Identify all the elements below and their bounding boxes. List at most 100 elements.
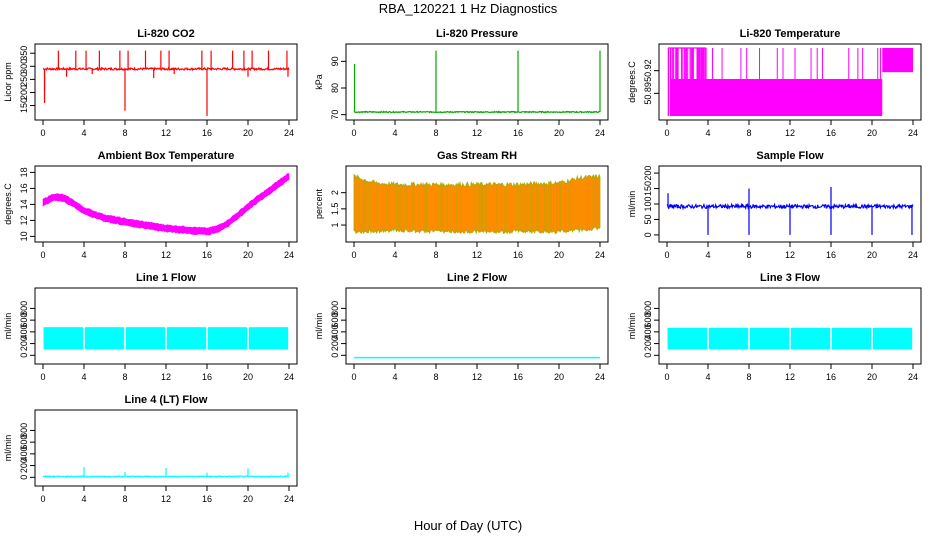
x-tick-label: 12 — [161, 128, 171, 138]
y-axis-label: percent — [314, 188, 324, 219]
x-tick-label: 8 — [433, 128, 438, 138]
y-tick-label: 150 — [19, 98, 29, 113]
x-tick-label: 8 — [746, 372, 751, 382]
series-licor_temp — [667, 47, 913, 116]
x-tick-label: 4 — [81, 128, 86, 138]
x-tick-label: 0 — [40, 372, 45, 382]
plot-frame — [34, 43, 298, 121]
panel-pressure: Li-820 Pressure kPa 0 4 8 12 16 20 24 70 80 90 — [314, 28, 609, 138]
series-band — [43, 327, 84, 350]
y-tick-label: 1.5 — [330, 203, 340, 216]
x-tick-label: 0 — [351, 128, 356, 138]
panel-title: Line 1 Flow — [136, 272, 196, 284]
panel-title: Sample Flow — [756, 150, 824, 162]
x-tick-label: 4 — [392, 128, 397, 138]
y-tick-label: 0 — [643, 232, 653, 237]
y-tick-label: 0 — [643, 353, 653, 358]
y-tick-label: 300 — [19, 59, 29, 74]
y-tick-label: 50.89 — [643, 82, 653, 105]
y-tick-label: 400 — [19, 446, 29, 461]
y-axis-label: degrees.C — [627, 61, 637, 103]
x-tick-label: 4 — [705, 372, 710, 382]
x-tick-label: 8 — [433, 372, 438, 382]
y-tick-label: 600 — [19, 313, 29, 328]
x-tick-label: 24 — [284, 250, 294, 260]
panel-title: Li-820 CO2 — [137, 28, 194, 40]
panel-title: Line 2 Flow — [447, 272, 507, 284]
series-band — [790, 327, 831, 350]
x-tick-label: 4 — [81, 372, 86, 382]
y-tick-label: 800 — [643, 301, 653, 316]
x-tick-label: 0 — [351, 250, 356, 260]
page-title: RBA_120221 1 Hz Diagnostics — [378, 1, 558, 16]
x-tick-label: 16 — [513, 128, 523, 138]
y-tick-label: 0 — [330, 353, 340, 358]
y-tick-label: 2 — [330, 190, 340, 195]
plot-frame — [345, 43, 609, 121]
x-tick-label: 24 — [908, 372, 918, 382]
x-tick-label: 0 — [664, 250, 669, 260]
y-tick-label: 90 — [330, 56, 340, 66]
x-tick-label: 12 — [785, 250, 795, 260]
plot-frame — [34, 287, 298, 365]
x-tick-label: 20 — [243, 494, 253, 504]
x-tick-label: 20 — [867, 128, 877, 138]
y-tick-label: 800 — [330, 301, 340, 316]
x-tick-label: 0 — [40, 128, 45, 138]
series-band — [42, 173, 290, 236]
series-band — [708, 327, 749, 350]
y-tick-label: 800 — [19, 301, 29, 316]
x-tick-label: 8 — [746, 250, 751, 260]
series-band — [353, 173, 601, 235]
plot-frame — [658, 287, 922, 365]
series-band — [872, 327, 913, 350]
y-tick-label: 200 — [19, 85, 29, 100]
y-tick-label: 10 — [19, 231, 29, 241]
y-tick-label: 400 — [330, 324, 340, 339]
series-band — [125, 327, 166, 350]
series-line3 — [667, 327, 913, 350]
x-tick-label: 12 — [161, 494, 171, 504]
series-line — [42, 66, 290, 72]
panel-title: Gas Stream RH — [437, 150, 517, 162]
series-line4 — [42, 467, 290, 478]
x-tick-label: 20 — [243, 250, 253, 260]
series-band — [166, 327, 207, 350]
y-tick-label: 200 — [19, 336, 29, 351]
plot-frame — [345, 287, 609, 365]
x-tick-label: 8 — [122, 494, 127, 504]
y-tick-label: 14 — [19, 199, 29, 209]
y-tick-label: 250 — [19, 72, 29, 87]
y-tick-label: 200 — [330, 336, 340, 351]
x-tick-label: 24 — [908, 128, 918, 138]
y-tick-label: 12 — [19, 215, 29, 225]
y-tick-label: 350 — [19, 46, 29, 61]
x-tick-label: 24 — [595, 128, 605, 138]
series-line1 — [43, 327, 289, 350]
series-band — [207, 327, 248, 350]
y-tick-label: 18 — [19, 167, 29, 177]
x-tick-label: 16 — [202, 494, 212, 504]
series-box_temp — [42, 173, 290, 236]
x-tick-label: 16 — [202, 128, 212, 138]
x-tick-label: 4 — [392, 372, 397, 382]
x-tick-label: 24 — [284, 128, 294, 138]
y-tick-label: 200 — [643, 166, 653, 181]
panel-line1: Line 1 Flow ml/min 0 4 8 12 16 20 24 0 20040060080… — [3, 272, 298, 382]
y-axis-label: degrees.C — [3, 183, 13, 225]
x-tick-label: 0 — [351, 372, 356, 382]
y-axis-label: ml/min — [314, 313, 324, 340]
x-tick-label: 20 — [867, 372, 877, 382]
x-tick-label: 16 — [202, 250, 212, 260]
x-tick-label: 4 — [81, 494, 86, 504]
x-tick-label: 12 — [785, 372, 795, 382]
y-tick-label: 600 — [330, 313, 340, 328]
x-tick-label: 12 — [161, 372, 171, 382]
panel-title: Li-820 Temperature — [740, 28, 841, 40]
panel-box_temp: Ambient Box Temperature degrees.C 0 4 8 12 16 2… — [3, 150, 298, 260]
x-tick-label: 20 — [243, 128, 253, 138]
panel-title: Ambient Box Temperature — [98, 150, 235, 162]
